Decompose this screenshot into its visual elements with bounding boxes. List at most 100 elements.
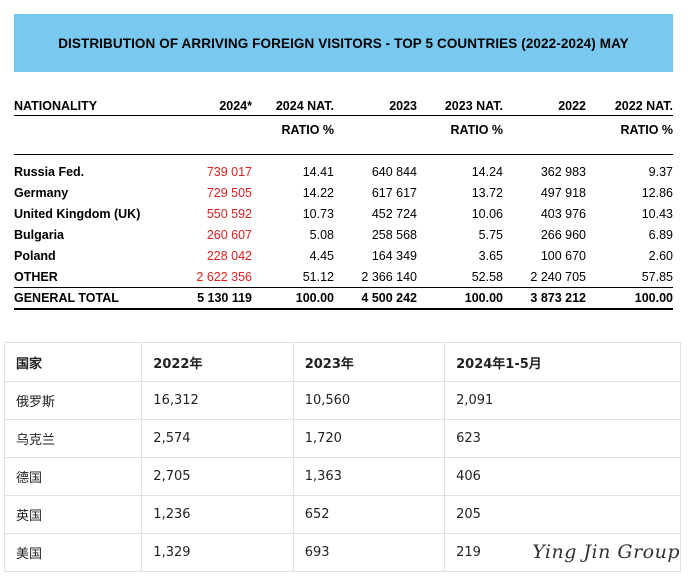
ratio-2023-cell: 3.65 [478,248,503,263]
country-cell: 德国 [3,457,143,496]
value-cell: 16,312 [141,381,294,420]
country-cell: 乌克兰 [3,419,143,458]
value-2022-cell: 2 240 705 [530,269,586,284]
chinese-visitors-table: 国家 2022年 2023年 2024年1-5月 俄罗斯 16,312 10,5… [3,342,681,572]
value-2022-cell: 497 918 [540,185,586,200]
col-header: 2023年 [292,342,446,382]
value-cell: 693 [292,533,446,572]
col-header: 2023 NAT. [417,93,503,116]
table-row: Germany 729 505 14.22 617 617 13.72 497 … [14,182,673,203]
table-row: 俄罗斯 16,312 10,560 2,091 [3,381,681,420]
col-subheader [14,116,164,145]
banner-title: DISTRIBUTION OF ARRIVING FOREIGN VISITOR… [58,35,629,51]
nationality-cell: OTHER [14,269,58,284]
col-header: 国家 [3,342,143,382]
title-banner: DISTRIBUTION OF ARRIVING FOREIGN VISITOR… [14,14,673,72]
ratio-2024-cell: 14.22 [302,185,334,200]
ratio-2022-cell: 6.89 [648,227,673,242]
ratio-2024-cell: 10.73 [302,206,334,221]
header-row: NATIONALITY 2024* 2024 NAT. 2023 2023 NA… [14,93,673,116]
total-ratio-2023: 100.00 [417,287,503,310]
value-2024-cell: 228 042 [206,248,252,263]
value-2022-cell: 362 983 [540,164,586,179]
nationality-cell: United Kingdom (UK) [14,206,141,221]
value-cell: 2,574 [141,419,294,458]
col-subheader [334,116,417,145]
total-row: GENERAL TOTAL 5 130 119 100.00 4 500 242… [14,287,673,310]
col-header: 2024 NAT. [252,93,334,116]
table-row: 英国 1,236 652 205 [3,495,681,534]
ratio-2023-cell: 14.24 [471,164,503,179]
total-2022: 3 873 212 [503,287,586,310]
table-row: 美国 1,329 693 219 [3,533,681,572]
ratio-2023-cell: 13.72 [471,185,503,200]
col-header: NATIONALITY [14,93,164,116]
ratio-2023-cell: 52.58 [471,269,503,284]
country-cell: 英国 [3,495,143,534]
value-cell: 1,720 [292,419,446,458]
value-cell: 1,236 [141,495,294,534]
ratio-2024-cell: 4.45 [309,248,334,263]
ratio-2022-cell: 9.37 [648,164,673,179]
ratio-2023-cell: 5.75 [478,227,503,242]
value-cell: 406 [444,457,681,496]
col-subheader: RATIO % [450,123,503,137]
col-header: 2023 [334,93,417,116]
col-header: 2022 [503,93,586,116]
total-2023: 4 500 242 [334,287,417,310]
ratio-2022-cell: 2.60 [648,248,673,263]
nationality-cell: Bulgaria [14,227,65,242]
value-cell: 219 [444,533,681,572]
col-header: 2024年1-5月 [444,342,681,382]
value-2023-cell: 2 366 140 [361,269,417,284]
value-cell: 1,363 [292,457,446,496]
table-row: 德国 2,705 1,363 406 [3,457,681,496]
ratio-2022-cell: 12.86 [641,185,673,200]
col-header: 2022年 [141,342,294,382]
nationality-cell: Germany [14,185,69,200]
col-subheader: RATIO % [620,123,673,137]
table-row: Russia Fed. 739 017 14.41 640 844 14.24 … [14,161,673,182]
value-2022-cell: 100 670 [540,248,586,263]
value-cell: 1,329 [141,533,294,572]
table-row: Bulgaria 260 607 5.08 258 568 5.75 266 9… [14,224,673,245]
value-cell: 2,705 [141,457,294,496]
col-subheader [503,116,586,145]
ratio-2022-cell: 10.43 [641,206,673,221]
table-row: 乌克兰 2,574 1,720 623 [3,419,681,458]
value-2024-cell: 550 592 [206,206,252,221]
value-2024-cell: 739 017 [206,164,252,179]
header-divider [14,144,673,155]
table-row: United Kingdom (UK) 550 592 10.73 452 72… [14,203,673,224]
value-cell: 623 [444,419,681,458]
table-row: OTHER 2 622 356 51.12 2 366 140 52.58 2 … [14,266,673,288]
table-row: Poland 228 042 4.45 164 349 3.65 100 670… [14,245,673,266]
header-row: 国家 2022年 2023年 2024年1-5月 [3,342,681,382]
country-cell: 美国 [3,533,143,572]
value-2023-cell: 452 724 [371,206,417,221]
country-cell: 俄罗斯 [3,381,143,420]
value-2024-cell: 2 622 356 [196,269,252,284]
col-subheader [164,116,252,145]
total-label: GENERAL TOTAL [14,287,164,310]
ratio-2024-cell: 51.12 [302,269,334,284]
value-cell: 2,091 [444,381,681,420]
watermark-logo: Ying Jin Group [532,541,680,563]
subheader-row: RATIO % RATIO % RATIO % [14,116,673,145]
value-cell: 652 [292,495,446,534]
value-2024-cell: 729 505 [206,185,252,200]
value-2023-cell: 258 568 [371,227,417,242]
total-2024: 5 130 119 [164,287,252,310]
value-2024-cell: 260 607 [206,227,252,242]
total-ratio-2024: 100.00 [252,287,334,310]
col-header: 2022 NAT. [586,93,673,116]
ratio-2024-cell: 14.41 [302,164,334,179]
nationality-cell: Russia Fed. [14,164,85,179]
value-cell: 10,560 [292,381,446,420]
value-2022-cell: 403 976 [540,206,586,221]
col-subheader: RATIO % [281,123,334,137]
ratio-2022-cell: 57.85 [641,269,673,284]
visitors-table: NATIONALITY 2024* 2024 NAT. 2023 2023 NA… [14,93,673,310]
value-2023-cell: 640 844 [371,164,417,179]
value-2023-cell: 164 349 [371,248,417,263]
